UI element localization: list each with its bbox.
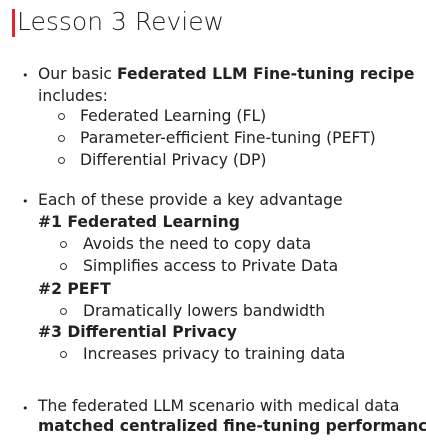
sub-bullet-circle: [60, 263, 67, 270]
title-accent-bar: [12, 9, 15, 37]
group-heading-text: #1 Federated Learning: [38, 213, 240, 231]
section1-intro-text: Our basic: [38, 65, 117, 83]
group-item: Dramatically lowers bandwidth: [83, 302, 326, 320]
sub-bullet-circle: [58, 113, 65, 120]
group-item: Increases privacy to training data: [83, 345, 346, 363]
bullet-dot: •: [22, 69, 29, 82]
group-item: Avoids the need to copy data: [83, 235, 312, 253]
slide-title: Lesson 3 Review: [17, 7, 225, 36]
section1-intro: Our basic Federated LLM Fine-tuning reci…: [38, 64, 414, 84]
section1-intro-bold: Federated LLM Fine-tuning recipe: [116, 65, 415, 83]
bullet-dot: •: [22, 195, 29, 208]
section1-item: Federated Learning (FL): [80, 107, 267, 125]
sub-bullet-circle: [60, 308, 67, 315]
sub-bullet-circle: [58, 157, 65, 164]
bullet-dot: •: [22, 402, 29, 415]
section1-item: Differential Privacy (DP): [80, 151, 267, 169]
section2-intro: Each of these provide a key advantage: [38, 191, 343, 209]
section1-item: Parameter-efficient Fine-tuning (PEFT): [80, 129, 376, 147]
group-heading: #1 Federated Learning: [38, 212, 240, 232]
group-heading-text: #2 PEFT: [38, 280, 111, 298]
group-heading: #2 PEFT: [38, 279, 111, 299]
sub-bullet-circle: [60, 351, 67, 358]
section1-intro-cont: includes:: [38, 87, 108, 105]
section3-line2: matched centralized fine-tuning performa…: [38, 416, 426, 436]
group-heading-text: #3 Differential Privacy: [38, 323, 237, 341]
sub-bullet-circle: [58, 135, 65, 142]
section3-line2-bold: matched centralized fine-tuning performa…: [38, 417, 426, 435]
group-item: Simplifies access to Private Data: [83, 257, 339, 275]
group-heading: #3 Differential Privacy: [38, 322, 237, 342]
section3-line1: The federated LLM scenario with medical …: [38, 397, 400, 415]
sub-bullet-circle: [60, 241, 67, 248]
